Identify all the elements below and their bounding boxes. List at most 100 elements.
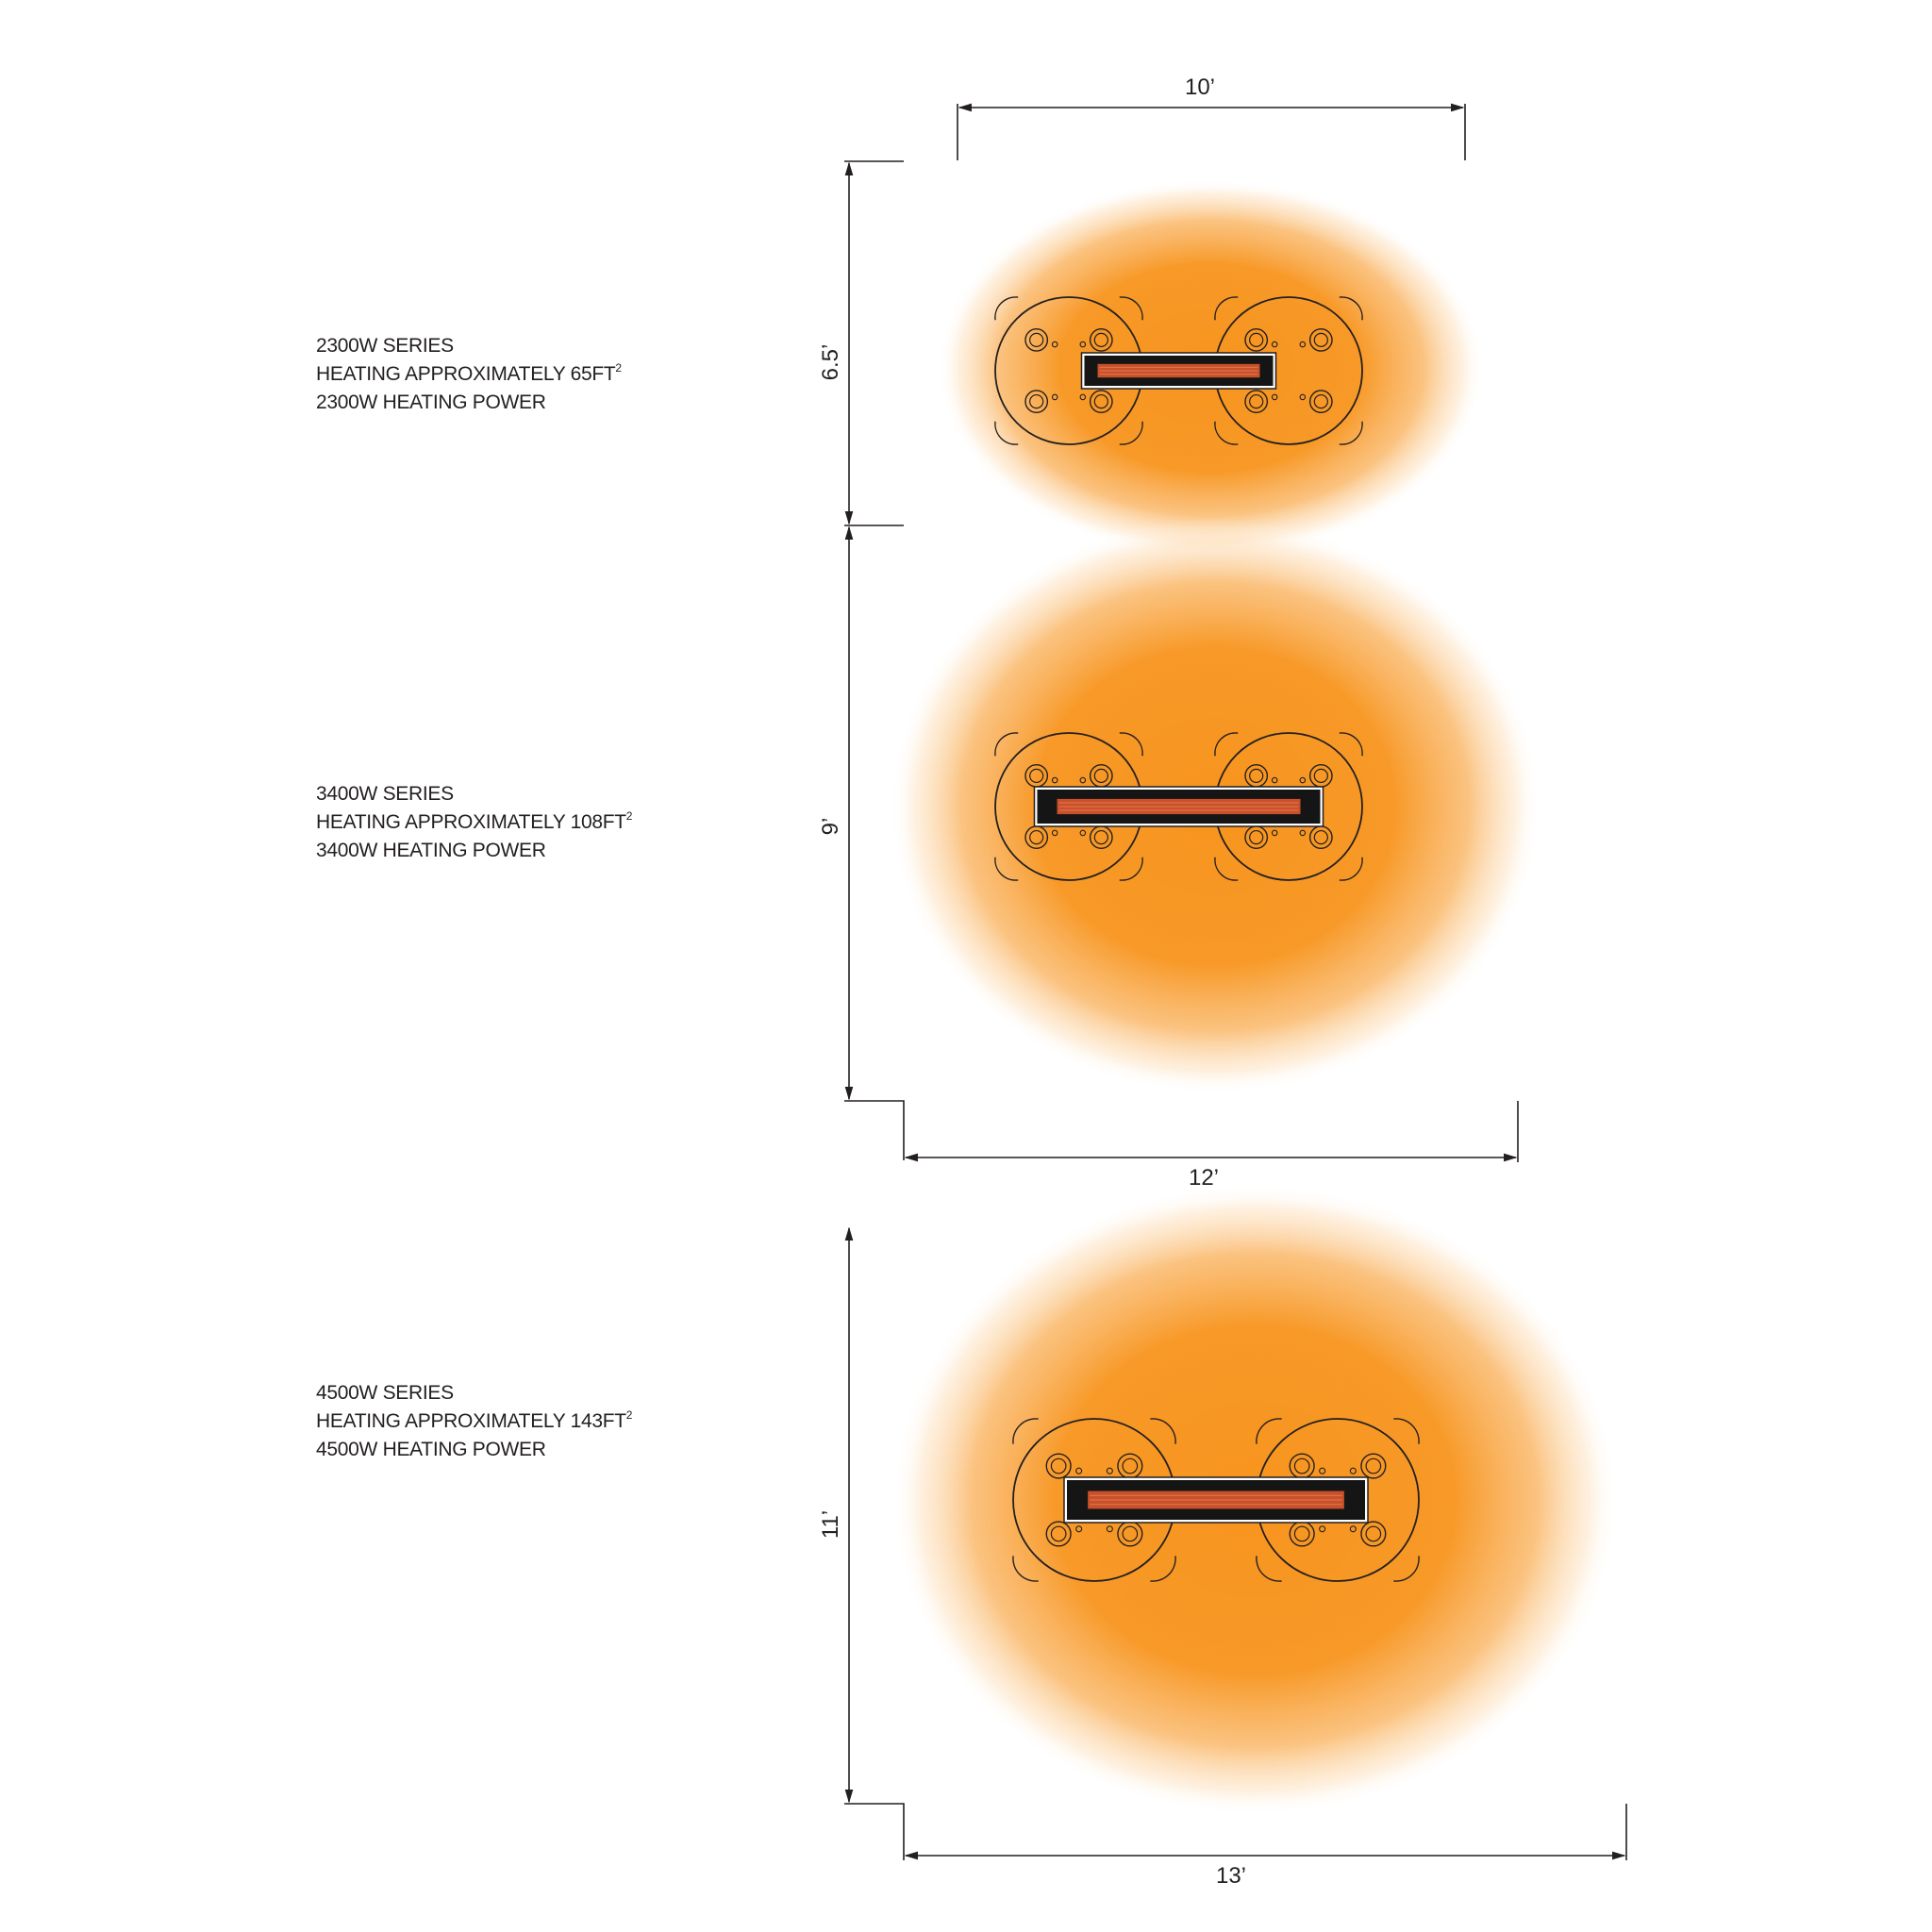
place-setting-plate-inner <box>1293 1525 1310 1542</box>
place-setting-plate <box>1360 1521 1387 1547</box>
place-setting-plate-inner <box>1122 1457 1139 1474</box>
glass <box>1271 393 1278 401</box>
glass <box>1319 1525 1326 1533</box>
place-setting-plate-inner <box>1365 1525 1382 1542</box>
chair <box>994 296 1019 321</box>
coverage: HEATING APPROXIMATELY 65FT2 <box>316 361 622 385</box>
glass <box>1079 393 1087 401</box>
layout-2300 <box>994 296 1363 445</box>
glass <box>1051 829 1058 837</box>
place-setting-plate-inner <box>1249 768 1264 784</box>
chair <box>1119 732 1143 757</box>
place-setting-plate-inner <box>1050 1525 1067 1542</box>
spec-4500: 4500W SERIES HEATING APPROXIMATELY 143FT… <box>316 1379 632 1464</box>
glass <box>1349 1525 1357 1533</box>
place-setting-plate-inner <box>1093 332 1108 348</box>
depth-ext-bottom-2 <box>844 1803 905 1860</box>
glass <box>1051 776 1058 784</box>
place-setting-plate <box>1308 327 1333 352</box>
place-setting-plate-inner <box>1249 332 1264 348</box>
place-setting-plate <box>1045 1453 1072 1479</box>
chair <box>994 857 1019 881</box>
width-label-middle: 12’ <box>1189 1165 1219 1191</box>
place-setting-plate <box>1244 390 1269 414</box>
place-setting-plate <box>1089 390 1113 414</box>
width-label-bottom: 13’ <box>1216 1863 1246 1889</box>
place-setting-plate-inner <box>1029 829 1044 845</box>
chair <box>1339 296 1363 321</box>
glass <box>1075 1525 1083 1533</box>
spec-3400: 3400W SERIES HEATING APPROXIMATELY 108FT… <box>316 780 632 865</box>
chair <box>1393 1556 1420 1582</box>
chair <box>1393 1418 1420 1444</box>
chair <box>1150 1418 1176 1444</box>
place-setting-plate-inner <box>1313 829 1328 845</box>
chair <box>994 421 1019 445</box>
place-setting-plate-inner <box>1050 1457 1067 1474</box>
power: 3400W HEATING POWER <box>316 840 546 861</box>
power: 2300W HEATING POWER <box>316 391 546 413</box>
place-setting-plate-inner <box>1093 768 1108 784</box>
chair <box>994 732 1019 757</box>
place-setting-plate-inner <box>1029 768 1044 784</box>
table-layouts <box>994 296 1420 1582</box>
glass <box>1079 776 1087 784</box>
chair <box>1214 421 1239 445</box>
glass <box>1079 341 1087 348</box>
place-setting-plate <box>1024 327 1049 352</box>
place-setting-plate-inner <box>1313 768 1328 784</box>
chair <box>1339 421 1363 445</box>
chair <box>1214 296 1239 321</box>
chair <box>1214 857 1239 881</box>
power: 4500W HEATING POWER <box>316 1439 546 1460</box>
heat-zones <box>890 179 1618 1816</box>
chair <box>1150 1556 1176 1582</box>
depth-ext-bottom <box>844 1100 905 1160</box>
glass <box>1075 1467 1083 1474</box>
coverage: HEATING APPROXIMATELY 143FT2 <box>316 1408 633 1432</box>
place-setting-plate <box>1089 327 1113 352</box>
depth-label-2300: 6.5’ <box>818 344 843 381</box>
glass <box>1299 393 1307 401</box>
place-setting-plate <box>1244 327 1269 352</box>
place-setting-plate-inner <box>1249 829 1264 845</box>
spec-2300: 2300W SERIES HEATING APPROXIMATELY 65FT2… <box>316 332 622 417</box>
layout-4500 <box>1012 1418 1420 1582</box>
chair <box>1119 857 1143 881</box>
place-setting-plate-inner <box>1293 1457 1310 1474</box>
glass <box>1349 1467 1357 1474</box>
series-name: 4500W SERIES <box>316 1382 454 1404</box>
glass <box>1319 1467 1326 1474</box>
place-setting-plate <box>1360 1453 1387 1479</box>
coverage: HEATING APPROXIMATELY 108FT2 <box>316 809 633 833</box>
place-setting-plate-inner <box>1029 393 1044 409</box>
place-setting-plate <box>1308 390 1333 414</box>
chair <box>1119 296 1143 321</box>
glass <box>1299 776 1307 784</box>
glass <box>1299 341 1307 348</box>
place-setting-plate <box>1045 1521 1072 1547</box>
chair <box>1256 1556 1282 1582</box>
chair <box>1119 421 1143 445</box>
place-setting-plate-inner <box>1093 829 1108 845</box>
chair <box>1339 732 1363 757</box>
place-setting-plate-inner <box>1122 1525 1139 1542</box>
depth-label-3400: 9’ <box>818 818 843 836</box>
glass <box>1051 341 1058 348</box>
glass <box>1106 1467 1113 1474</box>
layout-3400 <box>994 732 1363 881</box>
place-setting-plate <box>1024 390 1049 414</box>
chair <box>1256 1418 1282 1444</box>
chair <box>1214 732 1239 757</box>
series-name: 3400W SERIES <box>316 783 454 805</box>
glass <box>1271 776 1278 784</box>
width-label-top: 10’ <box>1185 75 1215 100</box>
glass <box>1271 341 1278 348</box>
dimension-lines <box>844 103 1627 1860</box>
glass <box>1079 829 1087 837</box>
place-setting-plate-inner <box>1313 332 1328 348</box>
place-setting-plate-inner <box>1029 332 1044 348</box>
chair <box>1012 1556 1039 1582</box>
depth-label-4500: 11’ <box>818 1510 843 1539</box>
